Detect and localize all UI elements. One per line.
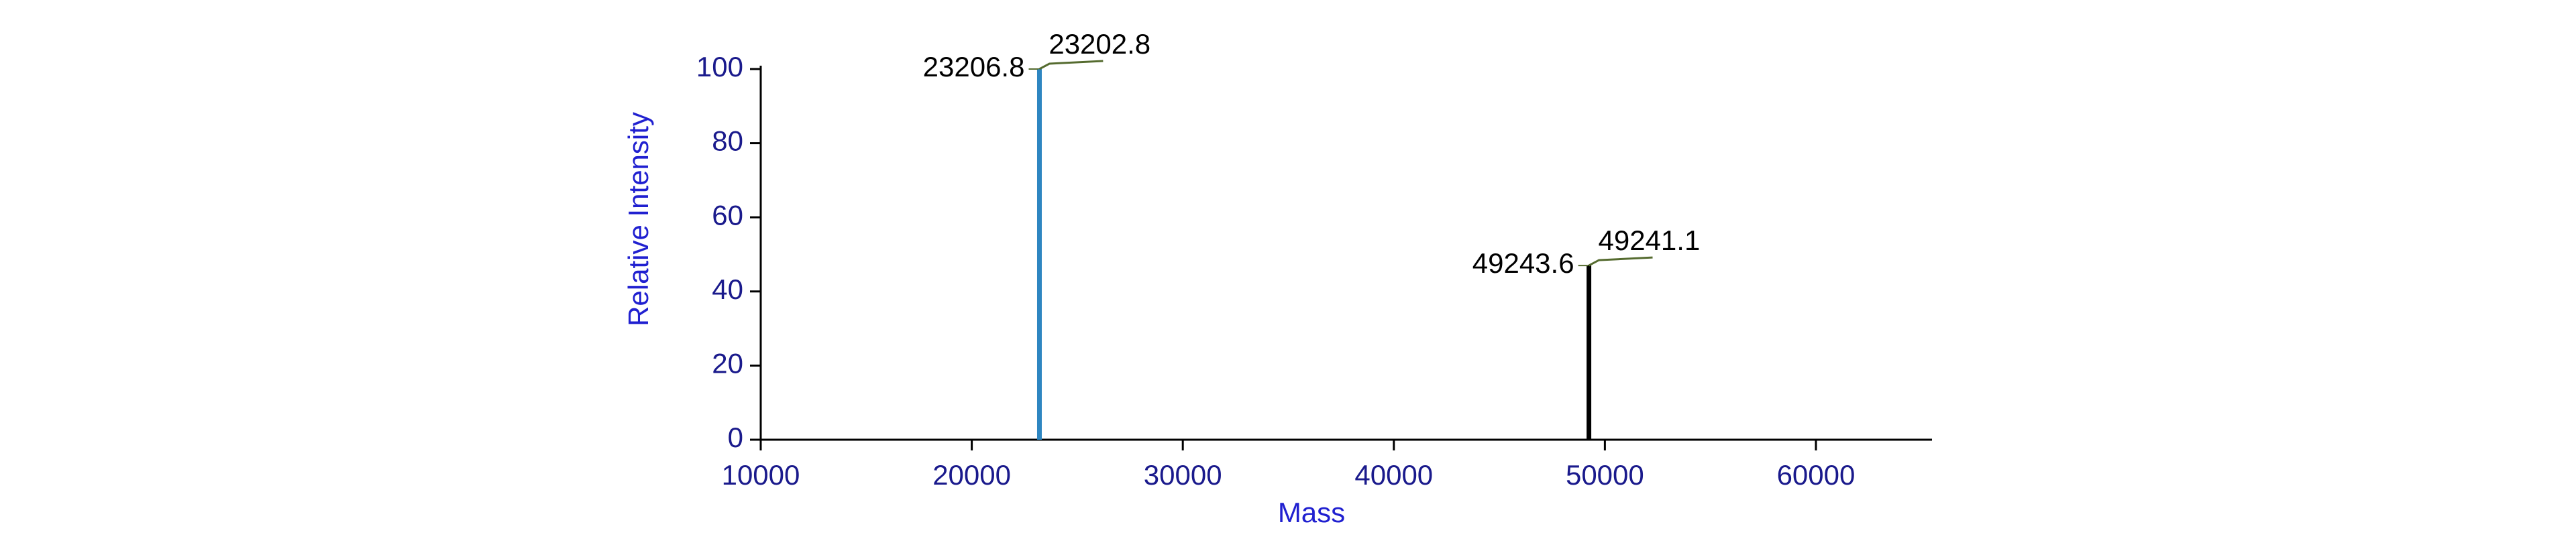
y-tick-label: 40 — [712, 273, 743, 305]
y-tick-label: 0 — [728, 422, 743, 453]
label-leader — [1588, 256, 1653, 267]
y-tick-label: 100 — [696, 51, 743, 82]
label-leader — [1038, 60, 1104, 70]
peak-label: 49243.6 — [1472, 247, 1574, 279]
x-tick-label: 30000 — [1144, 459, 1222, 491]
x-tick-label: 10000 — [722, 459, 800, 491]
x-tick-label: 60000 — [1777, 459, 1856, 491]
y-tick-label: 60 — [712, 199, 743, 231]
peak-label: 23202.8 — [1049, 28, 1150, 60]
y-tick-label: 20 — [712, 347, 743, 379]
peak-label: 23206.8 — [923, 51, 1025, 82]
x-tick-label: 40000 — [1354, 459, 1433, 491]
x-tick-label: 50000 — [1566, 459, 1644, 491]
y-tick-label: 80 — [712, 125, 743, 157]
y-axis-label: Relative Intensity — [623, 112, 654, 326]
x-tick-label: 20000 — [932, 459, 1011, 491]
peak-label: 49241.1 — [1599, 225, 1701, 256]
x-axis-label: Mass — [1278, 497, 1345, 528]
